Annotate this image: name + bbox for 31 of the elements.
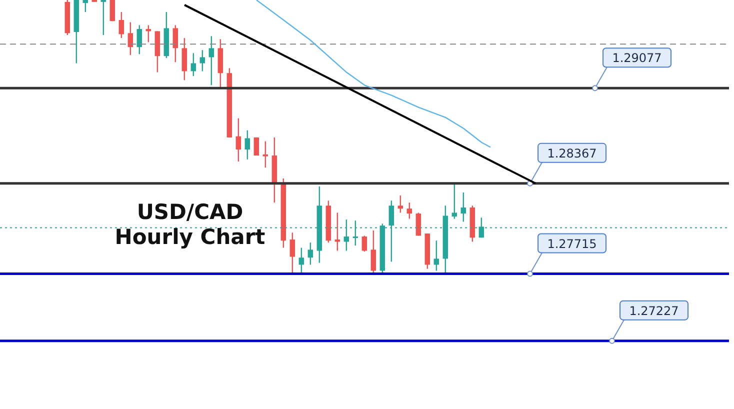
text: USD/CAD Hourly Chart: [114, 200, 266, 250]
candlestick: [128, 22, 134, 56]
annotation: 1.28367: [547, 146, 597, 160]
candlestick: [244, 130, 250, 160]
candlestick: [208, 36, 214, 86]
candlestick: [370, 230, 376, 274]
candlestick: [110, 0, 116, 22]
candlestick: [100, 0, 106, 36]
annotation: 1.29077: [612, 51, 662, 66]
candlestick: [236, 118, 242, 162]
annotation: 1.27715: [547, 236, 597, 251]
candlestick: [190, 52, 196, 77]
candlestick: [460, 192, 466, 222]
candlestick: [254, 136, 260, 156]
candlestick: [290, 232, 296, 274]
candlestick: [406, 202, 412, 220]
candlestick: [172, 24, 178, 63]
candlestick: [452, 184, 458, 220]
candlestick: [200, 50, 206, 72]
candlestick: [82, 0, 88, 13]
candlestick: [262, 140, 268, 168]
candlestick: [298, 247, 304, 274]
candlestick: [362, 235, 368, 252]
candlestick: [434, 240, 440, 272]
candlestick: [308, 242, 314, 266]
text: 1.27227: [629, 304, 679, 318]
candlestick: [398, 194, 404, 214]
candlestick: [416, 212, 422, 236]
candlestick: [136, 24, 142, 55]
candlestick: [182, 37, 188, 81]
candlestick: [118, 11, 124, 39]
